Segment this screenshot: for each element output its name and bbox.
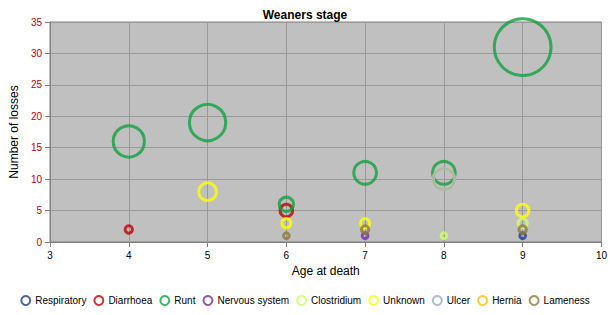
svg-text:Nervous system: Nervous system bbox=[217, 295, 289, 306]
svg-text:Number of losses: Number of losses bbox=[7, 85, 21, 178]
svg-text:Runt: Runt bbox=[174, 295, 195, 306]
svg-text:30: 30 bbox=[31, 48, 43, 59]
svg-text:5: 5 bbox=[205, 250, 211, 261]
svg-text:Weaners stage: Weaners stage bbox=[263, 8, 348, 22]
svg-text:6: 6 bbox=[284, 250, 290, 261]
svg-text:Age at death: Age at death bbox=[292, 264, 360, 278]
svg-text:Unknown: Unknown bbox=[383, 295, 425, 306]
svg-text:3: 3 bbox=[47, 250, 53, 261]
svg-text:10: 10 bbox=[596, 250, 608, 261]
svg-text:4: 4 bbox=[126, 250, 132, 261]
svg-text:Clostridium: Clostridium bbox=[311, 295, 361, 306]
svg-text:Diarrhoea: Diarrhoea bbox=[108, 295, 152, 306]
svg-text:8: 8 bbox=[441, 250, 447, 261]
svg-text:9: 9 bbox=[520, 250, 526, 261]
svg-text:Ulcer: Ulcer bbox=[447, 295, 471, 306]
svg-text:5: 5 bbox=[36, 205, 42, 216]
svg-text:20: 20 bbox=[31, 111, 43, 122]
svg-text:15: 15 bbox=[31, 142, 43, 153]
svg-text:25: 25 bbox=[31, 79, 43, 90]
svg-text:Respiratory: Respiratory bbox=[35, 295, 86, 306]
svg-text:Hernia: Hernia bbox=[492, 295, 522, 306]
svg-text:0: 0 bbox=[36, 237, 42, 248]
svg-text:Lameness: Lameness bbox=[544, 295, 590, 306]
svg-text:7: 7 bbox=[362, 250, 368, 261]
svg-text:35: 35 bbox=[31, 17, 43, 28]
svg-text:10: 10 bbox=[31, 174, 43, 185]
